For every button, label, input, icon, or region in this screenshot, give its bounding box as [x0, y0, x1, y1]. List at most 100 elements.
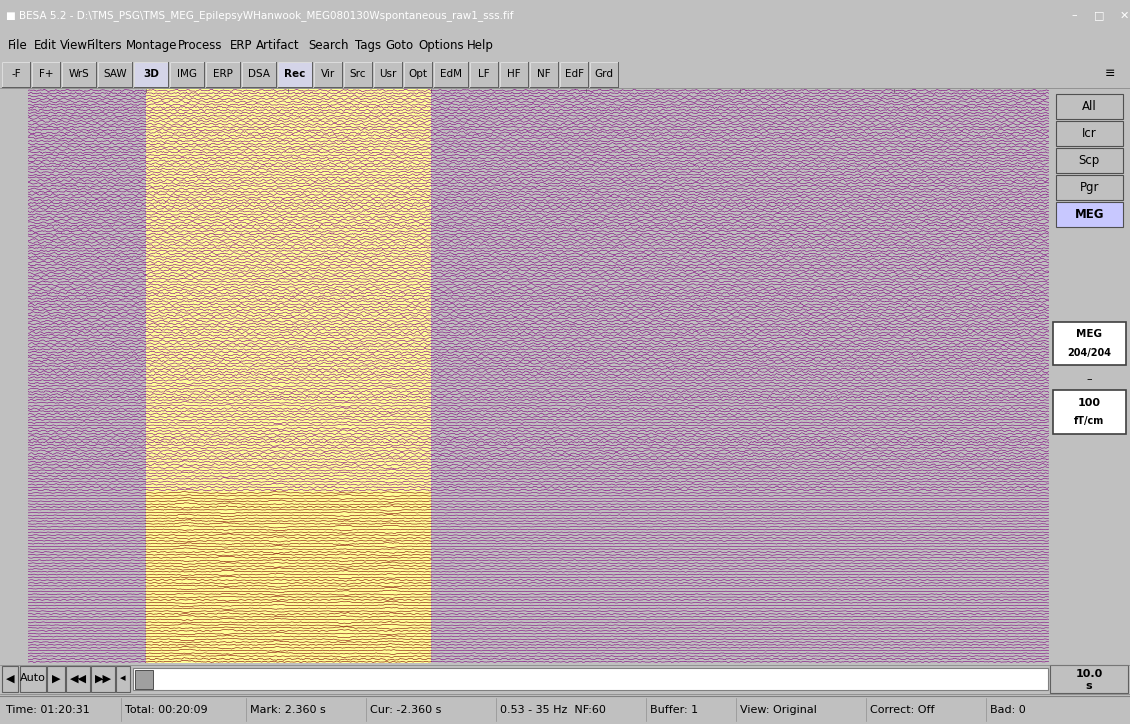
Bar — [2, 666, 18, 692]
Bar — [590, 62, 618, 87]
Text: Buffer: 1: Buffer: 1 — [650, 704, 698, 715]
Bar — [560, 62, 588, 87]
Text: Edit: Edit — [34, 39, 56, 52]
Text: Grd: Grd — [594, 69, 614, 79]
Text: Mark: 2.360 s: Mark: 2.360 s — [250, 704, 325, 715]
Text: MEG: MEG — [1075, 208, 1104, 221]
Text: Cur: -2.360 s: Cur: -2.360 s — [370, 704, 442, 715]
Text: View: View — [60, 39, 88, 52]
Text: 0.53 - 35 Hz  NF:60: 0.53 - 35 Hz NF:60 — [499, 704, 606, 715]
Text: ▶: ▶ — [52, 673, 60, 683]
Text: Vir: Vir — [321, 69, 336, 79]
Bar — [47, 666, 66, 692]
Bar — [344, 62, 372, 87]
Bar — [314, 62, 342, 87]
Text: Search: Search — [307, 39, 348, 52]
Text: File: File — [8, 39, 27, 52]
Text: Tags: Tags — [355, 39, 381, 52]
Text: Process: Process — [179, 39, 223, 52]
Bar — [242, 62, 276, 87]
Bar — [206, 62, 240, 87]
Text: Icr: Icr — [1081, 127, 1097, 140]
Text: Goto: Goto — [385, 39, 414, 52]
Bar — [530, 62, 558, 87]
Text: HF: HF — [507, 69, 521, 79]
Text: Auto: Auto — [20, 673, 46, 683]
Text: NF: NF — [537, 69, 550, 79]
Bar — [499, 62, 528, 87]
Text: Total: 00:20:09: Total: 00:20:09 — [125, 704, 208, 715]
Text: Src: Src — [350, 69, 366, 79]
Text: LF: LF — [478, 69, 489, 79]
Text: DSA: DSA — [247, 69, 270, 79]
Bar — [1053, 390, 1125, 434]
Text: Options: Options — [418, 39, 463, 52]
Text: ERP: ERP — [229, 39, 252, 52]
Bar — [1053, 321, 1125, 365]
Text: Help: Help — [467, 39, 494, 52]
Text: Rec: Rec — [285, 69, 306, 79]
Bar — [134, 670, 153, 689]
Text: Bad: 0: Bad: 0 — [990, 704, 1026, 715]
Bar — [66, 666, 90, 692]
Bar — [1050, 665, 1128, 694]
Bar — [62, 62, 96, 87]
Bar — [32, 62, 60, 87]
Text: SAW: SAW — [103, 69, 127, 79]
Text: Correct: Off: Correct: Off — [870, 704, 935, 715]
Text: Artifact: Artifact — [257, 39, 299, 52]
Text: F+: F+ — [38, 69, 53, 79]
Text: ◀: ◀ — [6, 673, 15, 683]
Bar — [374, 62, 402, 87]
Text: Scp: Scp — [1079, 153, 1099, 167]
Text: Opt: Opt — [409, 69, 427, 79]
Text: 204/204: 204/204 — [1068, 348, 1111, 358]
Text: ◀◀: ◀◀ — [70, 673, 87, 683]
Text: ERP: ERP — [214, 69, 233, 79]
Text: -F: -F — [11, 69, 20, 79]
Text: s: s — [1086, 681, 1093, 691]
Text: 100: 100 — [1078, 397, 1101, 408]
Bar — [1055, 201, 1123, 227]
Bar — [434, 62, 468, 87]
Text: Pgr: Pgr — [1079, 181, 1099, 194]
Bar — [98, 62, 132, 87]
Text: All: All — [1081, 100, 1097, 113]
Text: –: – — [1072, 11, 1077, 20]
Bar — [134, 62, 168, 87]
Text: WrS: WrS — [69, 69, 89, 79]
Text: EdM: EdM — [440, 69, 462, 79]
Bar — [405, 62, 432, 87]
Bar — [1055, 174, 1123, 200]
Bar — [278, 62, 312, 87]
Text: –: – — [1087, 374, 1092, 384]
Text: fT/cm: fT/cm — [1075, 416, 1104, 426]
Text: EdF: EdF — [565, 69, 583, 79]
Text: Usr: Usr — [380, 69, 397, 79]
Bar — [1055, 148, 1123, 173]
Text: 10.0: 10.0 — [1076, 669, 1103, 679]
Bar — [20, 666, 46, 692]
Text: Filters: Filters — [87, 39, 122, 52]
Text: □: □ — [1094, 11, 1105, 20]
Bar — [1055, 93, 1123, 119]
Bar — [2, 62, 31, 87]
Bar — [170, 62, 205, 87]
Text: Time: 01:20:31: Time: 01:20:31 — [6, 704, 89, 715]
Bar — [146, 89, 432, 663]
Text: Montage: Montage — [127, 39, 177, 52]
Bar — [1055, 121, 1123, 146]
Text: ◂: ◂ — [120, 673, 125, 683]
Text: ■ BESA 5.2 - D:\TMS_PSG\TMS_MEG_EpilepsyWHanwook_MEG080130Wspontaneous_raw1_sss.: ■ BESA 5.2 - D:\TMS_PSG\TMS_MEG_Epilepsy… — [6, 10, 513, 21]
Text: IMG: IMG — [177, 69, 197, 79]
Bar — [116, 666, 130, 692]
Text: View: Original: View: Original — [740, 704, 817, 715]
Text: ≡: ≡ — [1105, 67, 1115, 80]
Bar — [133, 668, 1048, 690]
Text: ▶▶: ▶▶ — [95, 673, 112, 683]
Text: 3D: 3D — [144, 69, 159, 79]
Bar — [470, 62, 498, 87]
Text: MEG: MEG — [1076, 329, 1103, 339]
Text: ✕: ✕ — [1120, 11, 1129, 20]
Bar — [92, 666, 115, 692]
